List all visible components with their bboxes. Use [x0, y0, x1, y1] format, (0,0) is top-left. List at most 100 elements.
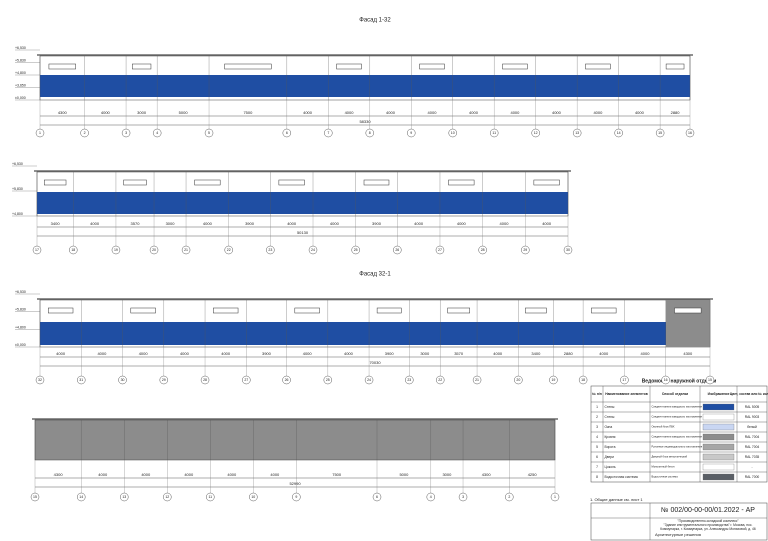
axis-label: 15: [658, 131, 662, 135]
table-header: Наименование элементов: [605, 392, 648, 396]
total-dimension: 50130: [297, 230, 309, 235]
axis-bubble: [292, 492, 301, 502]
axis-label: 27: [438, 248, 442, 252]
dimension: 4000: [510, 110, 520, 115]
axis-label: 16: [664, 378, 668, 382]
axis-bubble: [372, 492, 382, 502]
window: [224, 63, 272, 70]
window: [591, 307, 617, 314]
dimension: 4000: [97, 351, 107, 356]
table-header: № п/п: [592, 392, 602, 396]
axis-bubble: [249, 492, 258, 502]
table-cell: RAL 7004: [745, 435, 760, 439]
dimension: 5000: [399, 472, 409, 477]
table-title: Ведомость наружной отделки: [642, 377, 717, 384]
total-dimension: 52990: [289, 481, 301, 486]
axis-bubble: [614, 128, 623, 138]
axis-label: 18: [71, 248, 75, 252]
dimension: 3000: [442, 472, 452, 477]
axis-label: 14: [79, 495, 83, 499]
dimension: 4000: [428, 110, 438, 115]
table-cell: Рулонные индивидуального изготовления: [652, 445, 703, 449]
axis-label: 24: [367, 378, 371, 382]
finish-table: № п/п Наименование элементов Способ отделк…: [590, 385, 768, 483]
axis-label: 8: [369, 131, 371, 135]
axis-label: 5: [208, 131, 210, 135]
color-swatch: [702, 413, 735, 421]
dimension: 4000: [303, 110, 313, 115]
axis-label: 2: [84, 131, 86, 135]
axis-label: 15: [708, 378, 712, 382]
axis-bubble: [365, 128, 374, 138]
axis-label: 20: [516, 378, 520, 382]
dimension: 4250: [528, 472, 538, 477]
dimension: 4000: [386, 110, 396, 115]
window: [502, 63, 528, 70]
axis-bubble: [120, 492, 129, 502]
level-label: +5,830: [15, 58, 26, 62]
axis-bubble: [620, 375, 629, 385]
dimension: 4000: [56, 351, 66, 356]
color-swatch: [702, 403, 735, 411]
window: [448, 179, 475, 186]
axis-label: 30: [566, 248, 570, 252]
table-frame: [590, 385, 768, 483]
dimension: 3900: [245, 221, 255, 226]
window: [419, 63, 445, 70]
table-cell: Оконный блок ПВХ: [652, 425, 675, 429]
axis-label: 12: [534, 131, 538, 135]
stamp-line-text: Коммунарка, г. Коммунарка, ул. Александр…: [660, 527, 756, 531]
dimension: 4000: [203, 221, 213, 226]
axis-label: 1: [39, 131, 41, 135]
axis-bubble: [77, 492, 86, 502]
stamp-line-text: "Производственно-складской комплекс": [677, 519, 739, 523]
table-cell: Стены: [605, 415, 616, 419]
dimension: 2880: [671, 110, 681, 115]
dimension: 4300: [482, 472, 492, 477]
facade-wall: [34, 419, 556, 461]
table-cell: -: [751, 465, 752, 469]
axis-bubble: [149, 245, 159, 255]
axis-bubble: [436, 375, 445, 385]
axis-bubble: [472, 375, 482, 385]
dimension: 4000: [227, 472, 237, 477]
dimension: 3900: [372, 221, 382, 226]
table-cell: Двери: [605, 455, 615, 459]
table-header: Изображение: [708, 392, 730, 396]
dimension: 4000: [139, 351, 149, 356]
table-cell: Цоколь: [605, 465, 616, 469]
dimension: 3000: [166, 221, 176, 226]
dimension: 3000: [137, 110, 147, 115]
color-swatch: [702, 463, 735, 471]
axis-label: 23: [407, 378, 411, 382]
axis-bubble: [204, 128, 214, 138]
axis-bubble: [80, 128, 89, 138]
level-label: +4,800: [15, 325, 26, 329]
axis-bubble: [224, 245, 233, 255]
axis-bubble: [364, 375, 374, 385]
axis-label: 1: [554, 495, 556, 499]
sheet-note: 1. Общие данные см. лист 1: [590, 497, 643, 502]
axis-bubble: [521, 245, 530, 255]
axis-bubble: [405, 375, 414, 385]
window: [665, 63, 685, 70]
axis-bubble: [152, 128, 162, 138]
axis-label: 30: [121, 378, 125, 382]
table-cell: 5: [596, 445, 598, 449]
axis-label: 32: [38, 378, 42, 382]
color-swatch: [702, 443, 735, 451]
facade: 4300 4000 4000 4000 4000 4000 7500 5000 3000 4300…: [30, 418, 560, 502]
window: [447, 307, 470, 314]
dimension: 4000: [635, 110, 645, 115]
dimension: 7500: [332, 472, 342, 477]
window: [132, 63, 152, 70]
axis-bubble: [242, 375, 251, 385]
blue-panel-band: [40, 75, 690, 97]
axis-label: 20: [152, 248, 156, 252]
axis-bubble: [35, 128, 45, 138]
table-cell: Водосточная система: [605, 475, 638, 479]
window: [48, 63, 76, 70]
dimension: 4000: [414, 221, 424, 226]
table-cell: Дверной блок металлический: [652, 455, 688, 459]
window: [533, 179, 560, 186]
